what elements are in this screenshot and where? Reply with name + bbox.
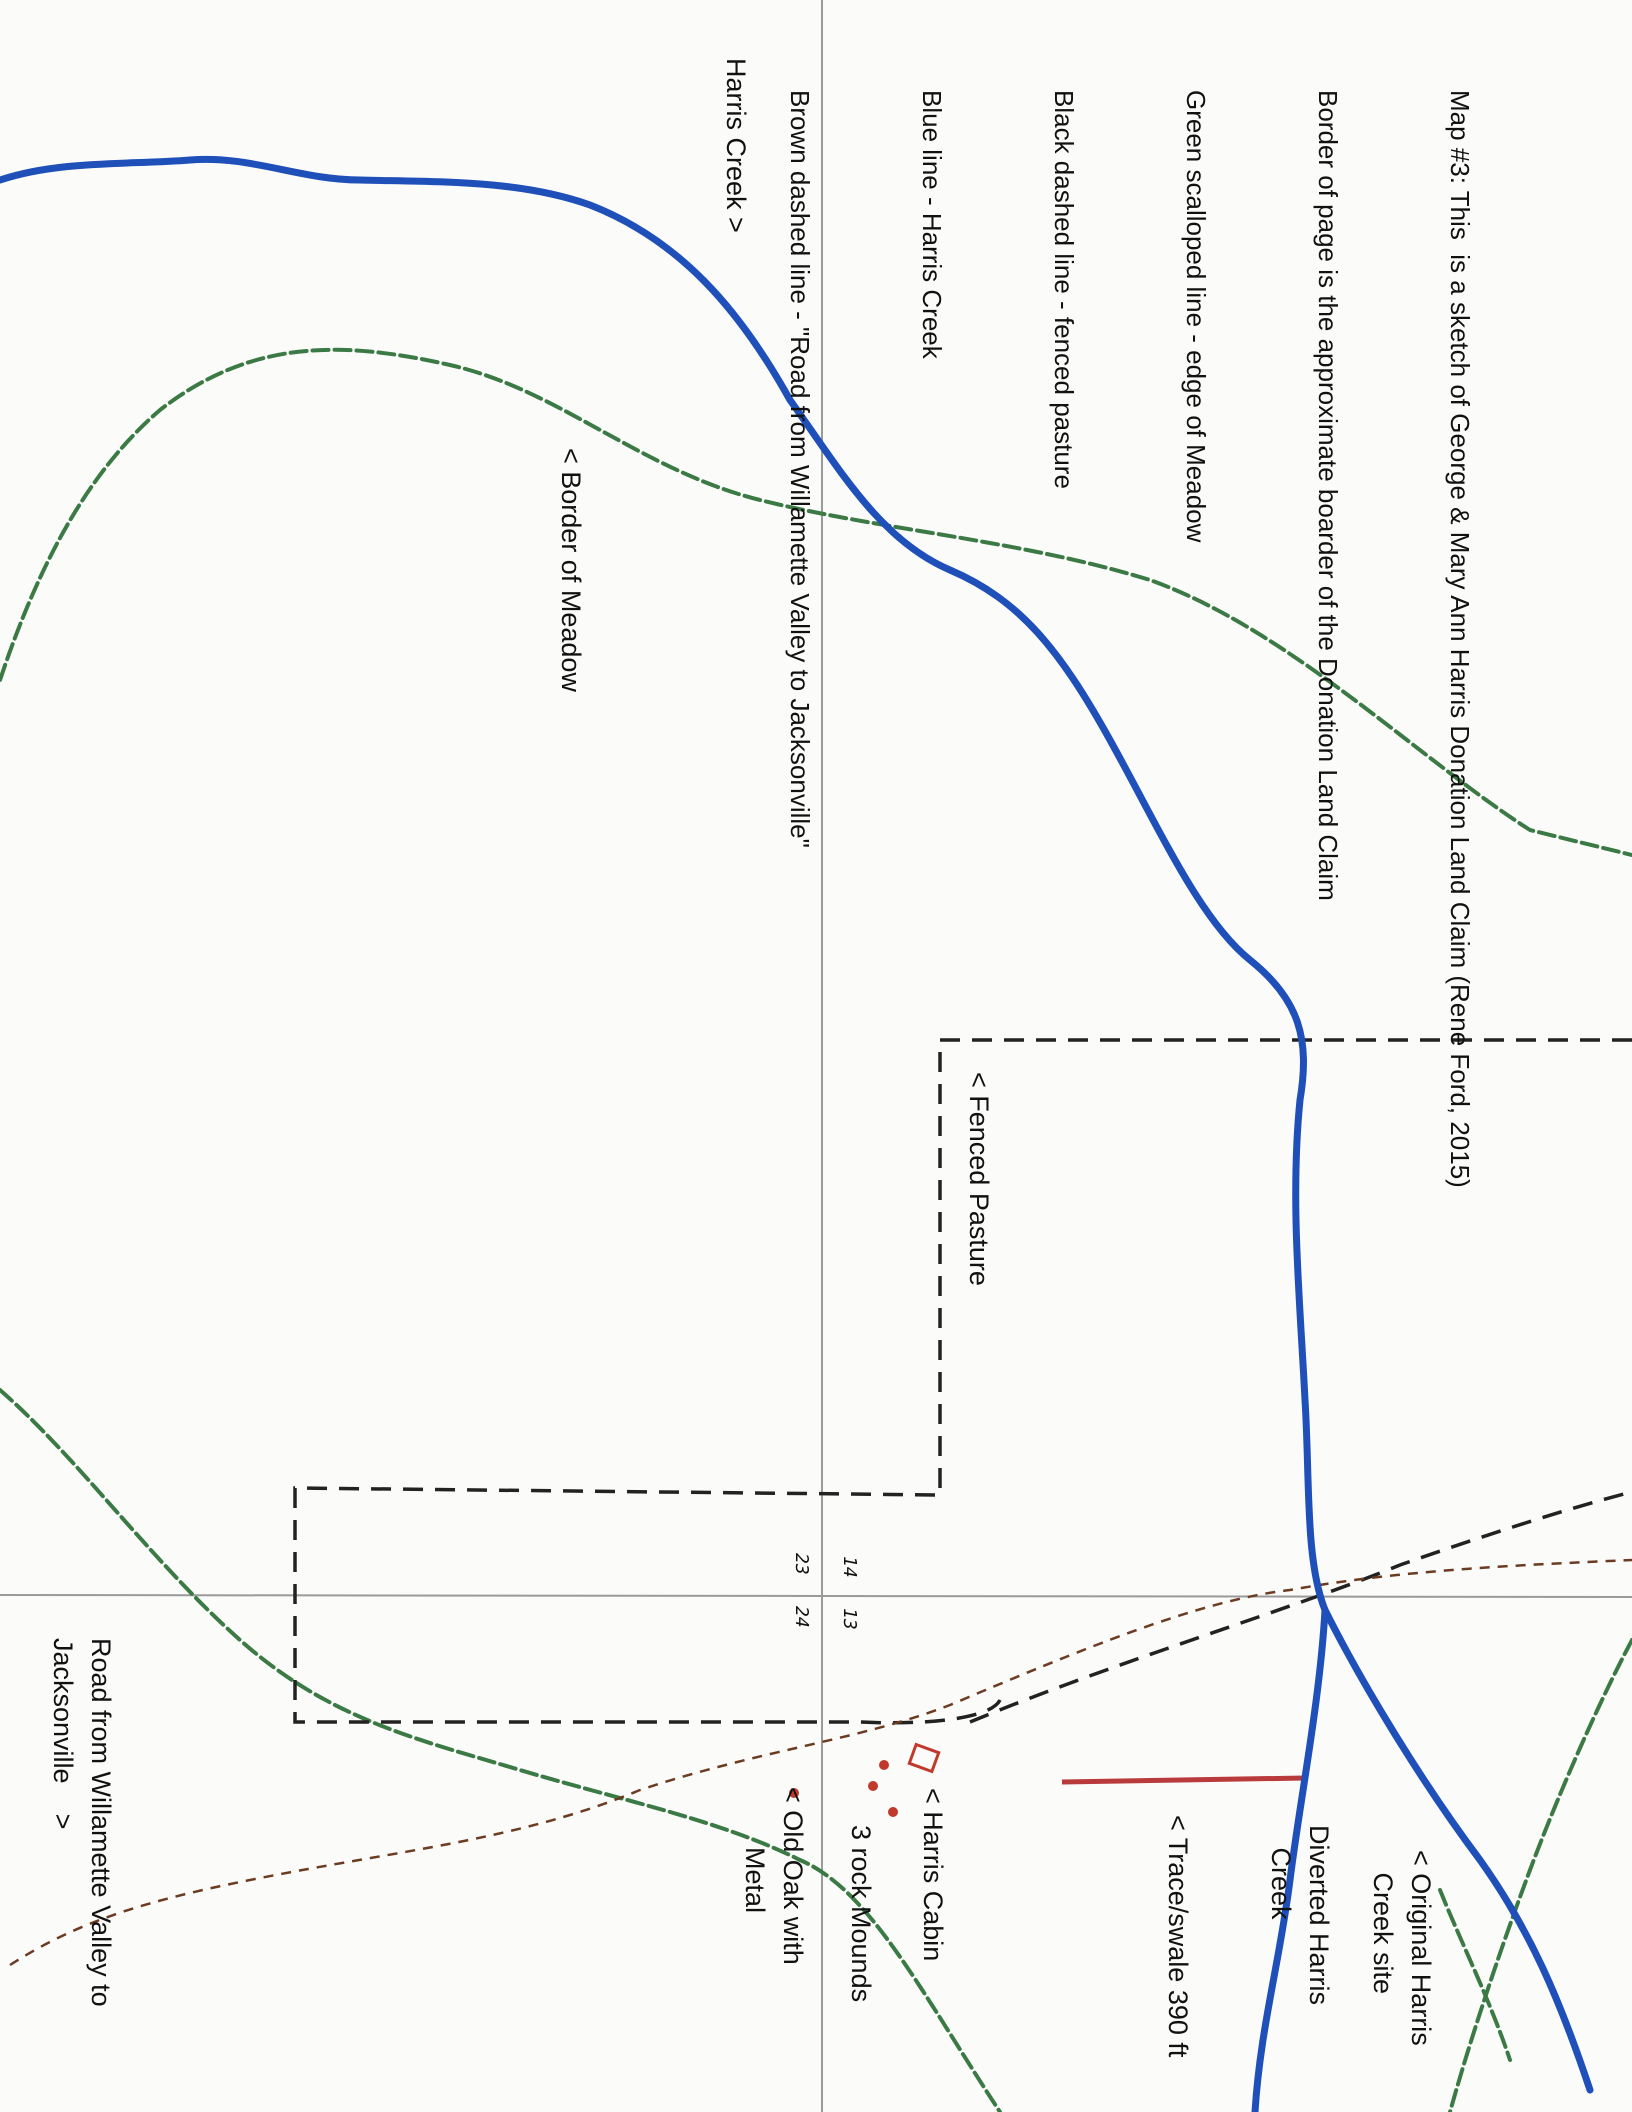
section-number-24: 24 xyxy=(791,1606,812,1628)
label-fenced-pasture: < Fenced Pasture xyxy=(964,1072,994,1286)
meadow-border-right-a xyxy=(1448,1638,1632,2112)
legend-line-green: Green scalloped line - edge of Meadow xyxy=(1181,90,1211,543)
fenced-pasture-outline xyxy=(293,1038,1632,1725)
label-border-of-meadow: < Border of Meadow xyxy=(556,448,586,692)
fence-line-diagonal xyxy=(969,1490,1632,1724)
old-oak-marker xyxy=(789,1788,799,1798)
harris-creek-original xyxy=(1321,1606,1594,2094)
meadow-border-right-b xyxy=(1438,1888,1512,2062)
label-rock-mounds: 3 rock Mounds xyxy=(846,1825,876,2003)
section-number-13: 13 xyxy=(839,1608,860,1630)
harris-creek-main xyxy=(0,155,1329,1614)
label-road: Road from Willamette Valley to Jacksonvi… xyxy=(48,1638,116,2007)
legend-line-border: Border of page is the approximate boarde… xyxy=(1313,90,1343,901)
rock-mound-3 xyxy=(888,1807,898,1817)
legend-line-brown: Brown dashed line - "Road from Willamett… xyxy=(785,90,815,848)
harris-cabin-marker xyxy=(907,1742,941,1774)
label-original-creek: < Original Harris Creek site xyxy=(1368,1850,1436,2046)
trace-swale-line xyxy=(1061,1775,1306,1785)
meadow-border xyxy=(0,347,1632,2112)
harris-creek-diverted xyxy=(1251,1606,1329,2112)
harris-creek xyxy=(0,155,1594,2112)
fenced-pasture xyxy=(293,1038,1632,1725)
legend-line-title: Map #3: This is a sketch of George & Mar… xyxy=(1445,90,1475,1188)
label-diverted-creek: Diverted Harris Creek xyxy=(1266,1825,1334,2006)
rock-mound-1 xyxy=(879,1760,889,1770)
legend-line-blue: Blue line - Harris Creek xyxy=(917,90,947,359)
label-old-oak: < Old Oak with Metal xyxy=(740,1787,808,1965)
label-harris-creek: Harris Creek > xyxy=(721,58,751,233)
label-trace-swale: < Trace/swale 390 ft xyxy=(1163,1815,1193,2058)
label-harris-cabin: < Harris Cabin xyxy=(918,1788,948,1962)
section-number-23: 23 xyxy=(791,1553,812,1575)
section-number-14: 14 xyxy=(839,1556,860,1578)
section-line-horizontal xyxy=(0,1594,1632,1598)
rock-mound-2 xyxy=(868,1781,878,1791)
legend-line-black: Black dashed line - fenced pasture xyxy=(1049,90,1079,489)
meadow-border-upper-arc xyxy=(0,347,1632,857)
meadow-border-lower xyxy=(0,1388,1002,2112)
map-legend: Map #3: This is a sketch of George & Mar… xyxy=(734,90,1570,1188)
